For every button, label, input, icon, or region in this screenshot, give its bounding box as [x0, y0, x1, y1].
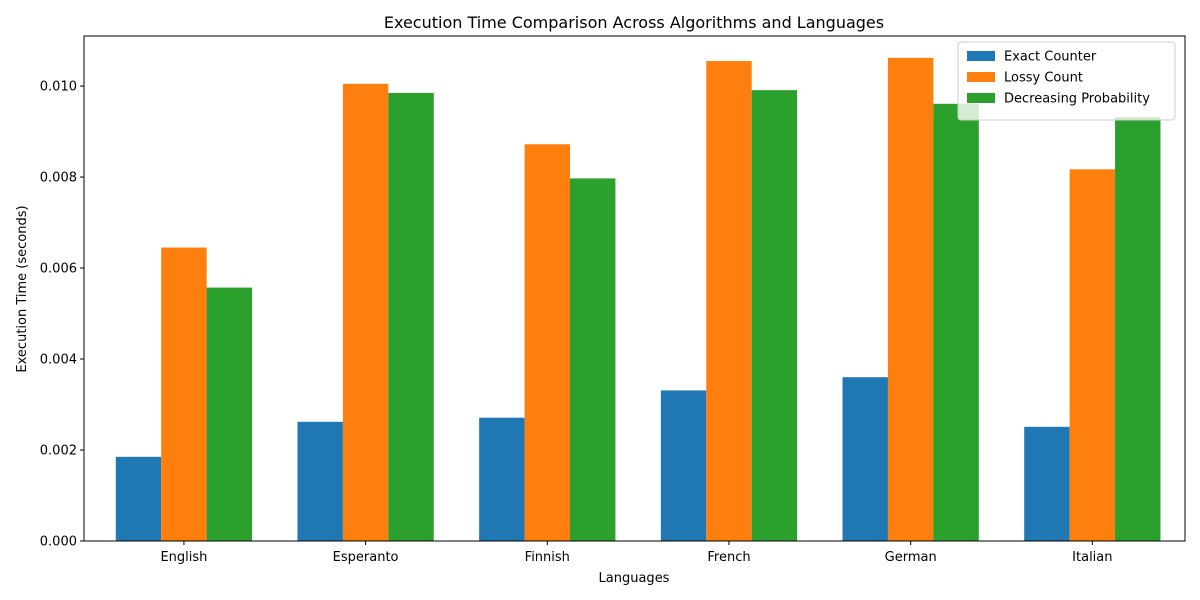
x-tick-label-english: English — [160, 550, 207, 565]
legend-label-decreasing-probability: Decreasing Probability — [1004, 92, 1150, 107]
bar-exact-counter-german — [842, 377, 888, 541]
bar-decreasing-probability-german — [933, 103, 979, 541]
bar-decreasing-probability-french — [751, 90, 798, 541]
x-tick-label-italian: Italian — [1072, 550, 1112, 565]
legend-swatch-lossy-count — [967, 72, 995, 82]
y-tick-label: 0.000 — [40, 535, 77, 550]
x-axis-title: Languages — [599, 571, 670, 586]
bar-decreasing-probability-esperanto — [388, 92, 434, 542]
bar-lossy-count-esperanto — [342, 83, 389, 542]
legend-label-exact-counter: Exact Counter — [1004, 50, 1097, 65]
bar-lossy-count-italian — [1069, 169, 1116, 542]
bar-decreasing-probability-finnish — [570, 178, 616, 541]
y-tick-label: 0.002 — [40, 444, 77, 459]
legend-box — [957, 41, 1176, 121]
bar-exact-counter-english — [115, 456, 162, 541]
x-tick-label-french: French — [707, 550, 750, 565]
axes-layer: 0.000 0.002 0.004 0.006 0.008 0.010 English Esp… — [40, 35, 1186, 565]
plot-frame — [83, 35, 1186, 542]
y-axis-title: Execution Time (seconds) — [15, 205, 30, 372]
x-tick-label-german: German — [885, 550, 937, 565]
x-tick-label-esperanto: Esperanto — [333, 550, 399, 565]
bar-exact-counter-finnish — [479, 417, 525, 541]
bar-decreasing-probability-english — [206, 287, 253, 541]
bars-layer — [115, 57, 1161, 542]
bar-decreasing-probability-italian — [1115, 116, 1161, 541]
bar-lossy-count-german — [887, 57, 934, 542]
y-tick-label: 0.010 — [40, 80, 77, 95]
bar-lossy-count-finnish — [524, 144, 570, 541]
bar-exact-counter-italian — [1024, 426, 1070, 541]
y-tick-label: 0.006 — [40, 262, 77, 277]
legend: Exact Counter Lossy Count Decreasing Proba… — [957, 41, 1176, 121]
x-tick-label-finnish: Finnish — [525, 550, 570, 565]
legend-swatch-decreasing-probability — [967, 93, 995, 103]
legend-label-lossy-count: Lossy Count — [1004, 71, 1083, 86]
legend-swatch-exact-counter — [967, 51, 995, 61]
bar-lossy-count-french — [706, 61, 752, 542]
chart-title: Execution Time Comparison Across Algorit… — [384, 13, 884, 32]
bar-exact-counter-esperanto — [297, 421, 343, 541]
bar-lossy-count-english — [161, 247, 207, 542]
y-tick-label: 0.008 — [40, 171, 77, 186]
y-tick-label: 0.004 — [40, 353, 77, 368]
bar-exact-counter-french — [660, 390, 707, 541]
